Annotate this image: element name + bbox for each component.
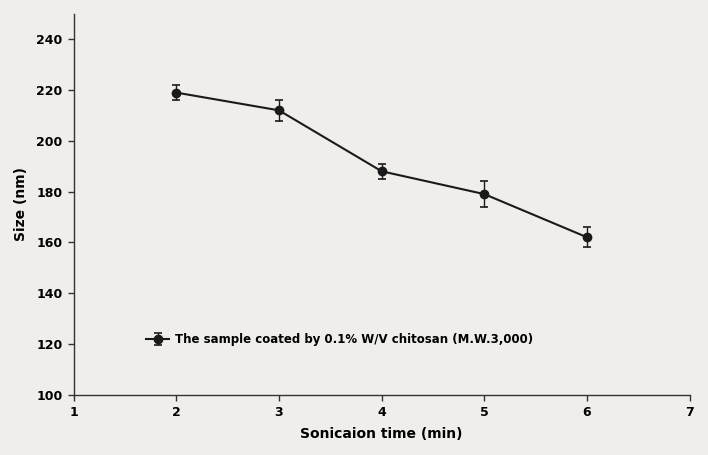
Y-axis label: Size (nm): Size (nm)	[14, 167, 28, 241]
Legend: The sample coated by 0.1% W/V chitosan (M.W.3,000): The sample coated by 0.1% W/V chitosan (…	[141, 328, 538, 351]
X-axis label: Sonicaion time (min): Sonicaion time (min)	[300, 427, 463, 441]
